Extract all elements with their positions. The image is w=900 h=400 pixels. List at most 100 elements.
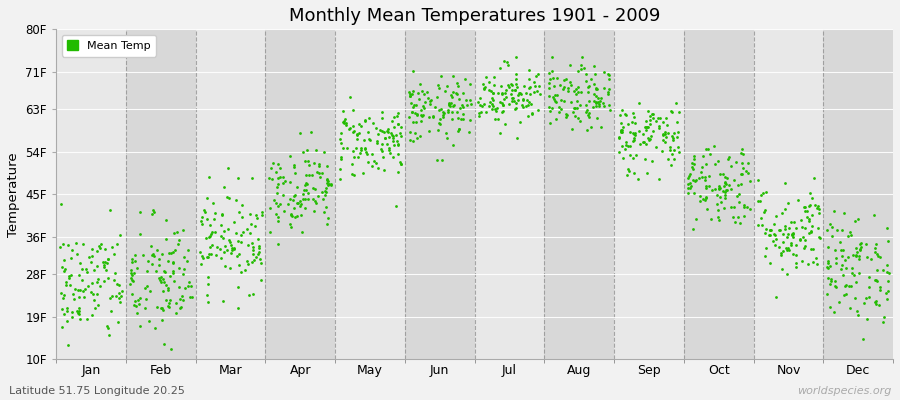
Point [649,144,663,150]
Point [525,111,539,117]
Point [410,134,425,141]
Point [582,98,597,104]
Point [684,183,698,189]
Point [626,155,640,162]
Point [688,161,702,168]
Point [100,260,114,266]
Point [132,295,147,301]
Point [881,238,896,244]
Point [485,94,500,101]
Point [758,207,772,213]
Point [271,175,285,182]
Point [308,198,322,204]
Point [350,131,365,137]
Point [266,160,280,166]
Bar [474,29,544,359]
Point [847,272,861,278]
Point [86,266,101,273]
Point [559,111,573,117]
Point [262,174,276,181]
Point [785,231,799,237]
Point [508,87,522,93]
Point [338,118,352,125]
Point [70,251,85,258]
Point [488,106,502,113]
Point [714,199,728,206]
Point [716,171,731,178]
Point [358,144,373,151]
Point [370,138,384,144]
Point [590,86,604,92]
Point [639,127,653,133]
Point [782,247,796,254]
Point [844,265,859,271]
Point [166,268,181,274]
Point [639,118,653,124]
Point [161,258,176,264]
Point [813,234,827,241]
Point [318,192,332,198]
Point [730,193,744,200]
Point [860,254,874,260]
Point [474,102,489,109]
Point [429,93,444,100]
Point [391,142,405,148]
Point [375,115,390,122]
Point [671,149,686,156]
Point [835,227,850,233]
Point [214,211,229,218]
Point [783,242,797,249]
Point [553,104,567,111]
Point [659,115,673,122]
Point [87,305,102,311]
Point [623,129,637,135]
Point [562,62,577,68]
Point [846,252,860,258]
Point [717,180,732,186]
Point [392,159,407,165]
Point [562,79,577,85]
Point [836,272,850,278]
Point [544,76,558,82]
Point [712,185,726,191]
Point [533,91,547,97]
Point [218,243,232,250]
Point [213,233,228,240]
Point [627,132,642,138]
Point [529,88,544,94]
Point [346,122,360,129]
Point [688,177,703,184]
Point [418,99,432,105]
Point [626,110,641,116]
Point [873,287,887,293]
Point [547,96,562,102]
Point [320,180,335,186]
Point [703,150,717,157]
Point [406,88,420,94]
Point [587,80,601,87]
Point [172,236,186,243]
Point [848,218,862,224]
Point [876,267,890,274]
Point [393,130,408,136]
Point [495,100,509,106]
Point [346,172,361,178]
Point [184,294,199,300]
Point [311,161,326,168]
Point [556,98,571,104]
Point [850,308,864,314]
Point [626,114,641,120]
Point [509,100,524,106]
Point [311,192,326,199]
Point [848,294,862,301]
Point [580,88,595,95]
Point [75,277,89,283]
Point [457,76,472,82]
Point [158,296,173,303]
Point [140,258,155,264]
Point [821,244,835,250]
Point [479,74,493,81]
Point [202,233,216,240]
Point [334,156,348,162]
Point [225,244,239,251]
